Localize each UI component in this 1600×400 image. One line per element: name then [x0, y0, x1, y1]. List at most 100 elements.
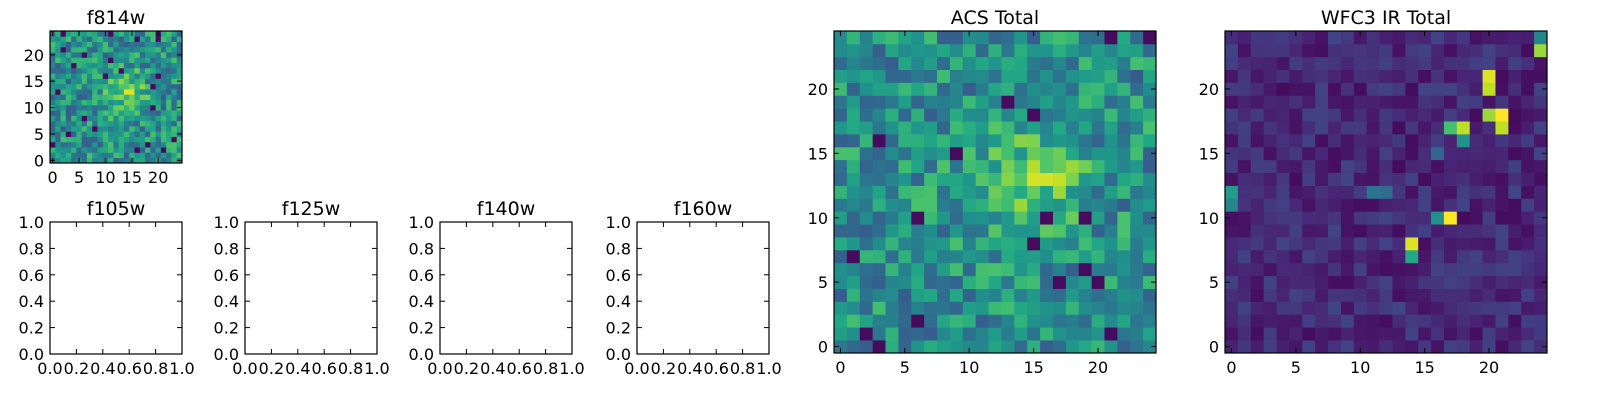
heatmap-cell [139, 152, 146, 159]
heatmap-cell [1340, 159, 1355, 174]
heatmap-cell [949, 56, 964, 70]
heatmap-cell [1482, 95, 1496, 109]
heatmap-cell [81, 147, 88, 153]
heatmap-cell [1469, 211, 1483, 225]
heatmap-cell [1130, 314, 1144, 328]
y-tick-label: 0.4 [409, 292, 434, 311]
heatmap-cell [937, 108, 951, 122]
heatmap-cell [924, 43, 938, 58]
heatmap-cell [1315, 43, 1329, 58]
heatmap-cell [81, 62, 88, 69]
heatmap-cell [1456, 172, 1471, 186]
heatmap-cell [1276, 185, 1290, 199]
heatmap-cell [1495, 69, 1509, 83]
heatmap-cell [924, 224, 938, 238]
heatmap-cell [145, 115, 151, 122]
heatmap-cell [1482, 56, 1496, 70]
heatmap-cell [1353, 31, 1368, 45]
heatmap-cell [65, 104, 72, 111]
heatmap-cell [834, 275, 848, 289]
heatmap-cell [1521, 69, 1535, 83]
heatmap-cell [1534, 108, 1548, 122]
heatmap-cell [1456, 327, 1471, 341]
heatmap-cell [937, 69, 951, 83]
heatmap-cell [1482, 301, 1496, 315]
heatmap-cell [1052, 82, 1067, 96]
heatmap-cell [872, 43, 886, 58]
heatmap-cell [60, 89, 67, 95]
heatmap-cell [1117, 95, 1131, 109]
heatmap-cell [97, 52, 104, 58]
heatmap-cell [1091, 31, 1105, 45]
heatmap-cell [1443, 31, 1458, 45]
y-tick-label: 0.8 [606, 239, 631, 258]
heatmap-cell [859, 172, 873, 186]
heatmap-cell [949, 314, 964, 328]
heatmap-cell [76, 126, 83, 132]
heatmap-cell [846, 134, 861, 148]
heatmap-cell [166, 99, 172, 106]
heatmap-cell [1534, 121, 1548, 135]
heatmap-cell [1418, 43, 1432, 58]
heatmap-cell [937, 262, 951, 277]
heatmap-cell [145, 94, 151, 100]
heatmap-cell [1302, 237, 1316, 251]
heatmap-cell [81, 67, 88, 74]
heatmap-cell [76, 131, 83, 137]
heatmap-cell [1104, 56, 1118, 70]
heatmap-cell [1237, 69, 1252, 83]
heatmap-cell [92, 115, 98, 122]
heatmap-cell [1340, 69, 1355, 83]
heatmap-cell [1328, 185, 1342, 199]
y-tick-label: 0.6 [19, 266, 44, 285]
heatmap-cell [859, 31, 873, 45]
heatmap-cell [937, 159, 951, 174]
heatmap-cell [1534, 172, 1548, 186]
heatmap-cell [846, 159, 861, 174]
heatmap-cell [65, 52, 72, 58]
heatmap-cell [1052, 262, 1067, 277]
heatmap-cell [139, 115, 146, 122]
heatmap-cell [846, 172, 861, 186]
heatmap-cell [166, 57, 172, 64]
heatmap-cell [134, 99, 141, 106]
heatmap-cell [139, 83, 146, 90]
heatmap-cell [1418, 301, 1432, 315]
heatmap-cell [71, 147, 77, 153]
heatmap-cell [1065, 172, 1080, 186]
heatmap-cell [1276, 224, 1290, 238]
heatmap-cell [176, 36, 183, 42]
heatmap-cell [134, 89, 141, 95]
heatmap-cell [911, 314, 925, 328]
heatmap-cell [1014, 82, 1028, 96]
heatmap-cell [872, 185, 886, 199]
heatmap-cell [872, 121, 886, 135]
heatmap-cell [1508, 56, 1522, 70]
heatmap-cell [898, 340, 912, 354]
heatmap-cell [1315, 262, 1329, 277]
heatmap-cell [86, 99, 93, 106]
heatmap-cell [1405, 121, 1419, 135]
heatmap-cell [1130, 43, 1144, 58]
heatmap-cell [108, 52, 114, 58]
heatmap-cell [118, 62, 125, 69]
heatmap-cell [1143, 237, 1157, 251]
heatmap-cell [1379, 224, 1393, 238]
heatmap-cell [1482, 31, 1496, 45]
heatmap-cell [988, 172, 1002, 186]
heatmap-cell [71, 46, 77, 53]
heatmap-cell [1482, 224, 1496, 238]
heatmap-cell [1392, 56, 1406, 70]
heatmap-cell [1014, 288, 1028, 302]
heatmap-cell [1104, 121, 1118, 135]
heatmap-cell [1443, 56, 1458, 70]
y-tick-label: 0.6 [214, 266, 239, 285]
heatmap-cell [898, 327, 912, 341]
heatmap-cell [1225, 340, 1239, 354]
heatmap-cell [71, 152, 77, 159]
heatmap-cell [872, 314, 886, 328]
heatmap-cell [118, 73, 125, 79]
heatmap-cell [885, 43, 899, 58]
heatmap-cell [1328, 121, 1342, 135]
heatmap-cell [1431, 301, 1445, 315]
